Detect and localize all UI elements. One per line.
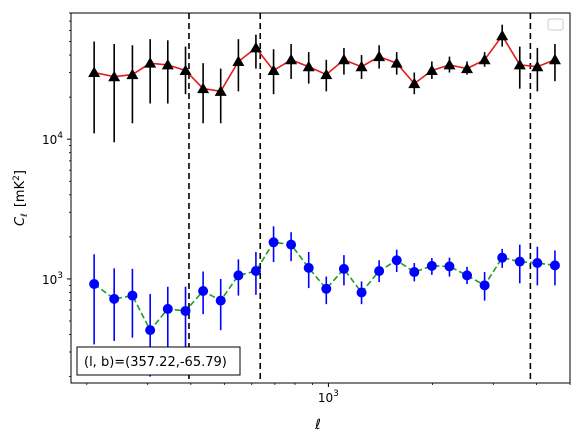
data-point-triangle — [461, 62, 474, 74]
data-point-triangle — [267, 64, 280, 76]
data-point-triangle — [425, 64, 438, 76]
data-point-triangle — [126, 68, 139, 80]
legend-box — [547, 18, 564, 31]
plot-frame — [70, 12, 571, 384]
y-tick-label: 104 — [42, 131, 63, 147]
data-point-circle — [356, 287, 367, 298]
data-point-circle — [391, 255, 402, 266]
data-point-triangle — [496, 29, 509, 41]
data-point-triangle — [373, 50, 386, 62]
y-axis-label-sub: ℓ — [20, 213, 30, 218]
data-point-circle — [514, 256, 525, 267]
y-axis-label-unit-end: ] — [13, 170, 28, 175]
data-point-circle — [532, 258, 543, 269]
data-point-triangle — [443, 58, 456, 70]
y-axis-label-unit-sup: 2 — [12, 175, 22, 181]
data-point-circle — [89, 278, 100, 289]
annotation-frame — [76, 346, 241, 376]
data-point-circle — [444, 261, 455, 272]
data-point-circle — [409, 267, 420, 278]
data-point-triangle — [285, 53, 298, 65]
data-point-triangle — [302, 60, 315, 72]
series-1 — [88, 24, 561, 143]
y-axis-label-unit: [mK — [13, 180, 28, 207]
data-point-triangle — [548, 53, 561, 65]
data-point-triangle — [390, 57, 403, 68]
data-point-circle — [198, 285, 209, 296]
data-point-circle — [338, 263, 349, 274]
data-point-triangle — [161, 58, 174, 70]
data-point-circle — [374, 265, 385, 276]
data-point-circle — [215, 295, 226, 306]
data-point-triangle — [320, 68, 333, 80]
x-tick-label: 103 — [318, 389, 339, 405]
data-point-circle — [303, 262, 314, 273]
data-point-triangle — [214, 85, 227, 96]
series-line — [93, 241, 556, 332]
data-point-circle — [250, 265, 261, 276]
data-point-circle — [549, 260, 560, 271]
data-point-triangle — [88, 66, 101, 78]
data-point-circle — [268, 237, 279, 248]
y-axis-label-main: C — [13, 216, 28, 226]
data-point-triangle — [144, 57, 157, 68]
data-point-circle — [233, 270, 244, 281]
plot-layer — [88, 13, 561, 383]
data-point-triangle — [408, 77, 421, 89]
data-point-circle — [127, 290, 138, 301]
x-tick-exp: 3 — [333, 389, 339, 399]
data-point-circle — [321, 283, 332, 294]
data-point-circle — [462, 270, 473, 281]
data-point-triangle — [249, 41, 262, 53]
data-point-triangle — [478, 53, 491, 65]
y-tick-base: 10 — [42, 133, 57, 147]
data-point-circle — [180, 305, 191, 316]
y-tick-exp: 3 — [57, 271, 63, 281]
data-point-triangle — [108, 70, 121, 82]
series-2 — [89, 226, 560, 377]
data-point-circle — [426, 260, 437, 271]
data-point-triangle — [179, 64, 192, 76]
data-point-circle — [162, 303, 173, 314]
data-point-circle — [286, 239, 297, 250]
annotation-text: (l, b)=(357.22,-65.79) — [84, 355, 227, 370]
data-point-circle — [479, 280, 490, 291]
y-tick-exp: 4 — [57, 131, 63, 141]
x-axis-label: ℓ — [314, 417, 321, 433]
annotation-box: (l, b)=(357.22,-65.79) — [76, 346, 241, 376]
y-tick-base: 10 — [42, 273, 57, 287]
data-point-triangle — [355, 60, 368, 72]
data-point-triangle — [531, 60, 544, 72]
data-point-triangle — [513, 58, 526, 70]
y-axis-label: Cℓ [mK2] — [12, 170, 30, 226]
data-point-circle — [109, 293, 120, 304]
y-tick-label: 103 — [42, 271, 63, 287]
data-point-circle — [145, 325, 156, 336]
data-point-triangle — [232, 55, 245, 66]
data-point-triangle — [337, 53, 350, 65]
data-point-triangle — [197, 82, 210, 94]
data-point-circle — [497, 252, 508, 263]
x-tick-base: 10 — [318, 391, 333, 405]
